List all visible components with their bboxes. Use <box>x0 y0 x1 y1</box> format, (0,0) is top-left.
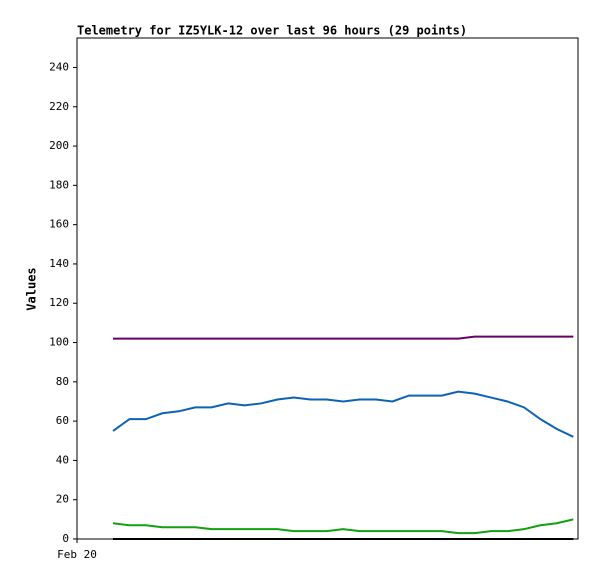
y-tick-label: 100 <box>49 336 69 349</box>
y-tick-label: 20 <box>56 493 69 506</box>
y-tick-label: 160 <box>49 218 69 231</box>
y-tick-label: 240 <box>49 60 69 73</box>
y-tick-label: 120 <box>49 296 69 309</box>
series-line <box>112 390 574 438</box>
y-axis-label: Values <box>25 267 39 310</box>
x-tick-label: Feb 20 <box>57 548 97 561</box>
y-tick-label: 220 <box>49 100 69 113</box>
y-tick-label: 140 <box>49 257 69 270</box>
y-tick-label: 40 <box>56 453 69 466</box>
chart-title: Telemetry for IZ5YLK-12 over last 96 hou… <box>77 24 467 38</box>
y-tick-label: 0 <box>62 532 69 545</box>
y-tick-label: 60 <box>56 414 69 427</box>
y-tick-label: 80 <box>56 375 69 388</box>
plot-frame <box>76 37 579 540</box>
y-tick-label: 180 <box>49 178 69 191</box>
y-tick-label: 200 <box>49 139 69 152</box>
series-line <box>113 335 574 340</box>
series-line <box>112 518 574 535</box>
